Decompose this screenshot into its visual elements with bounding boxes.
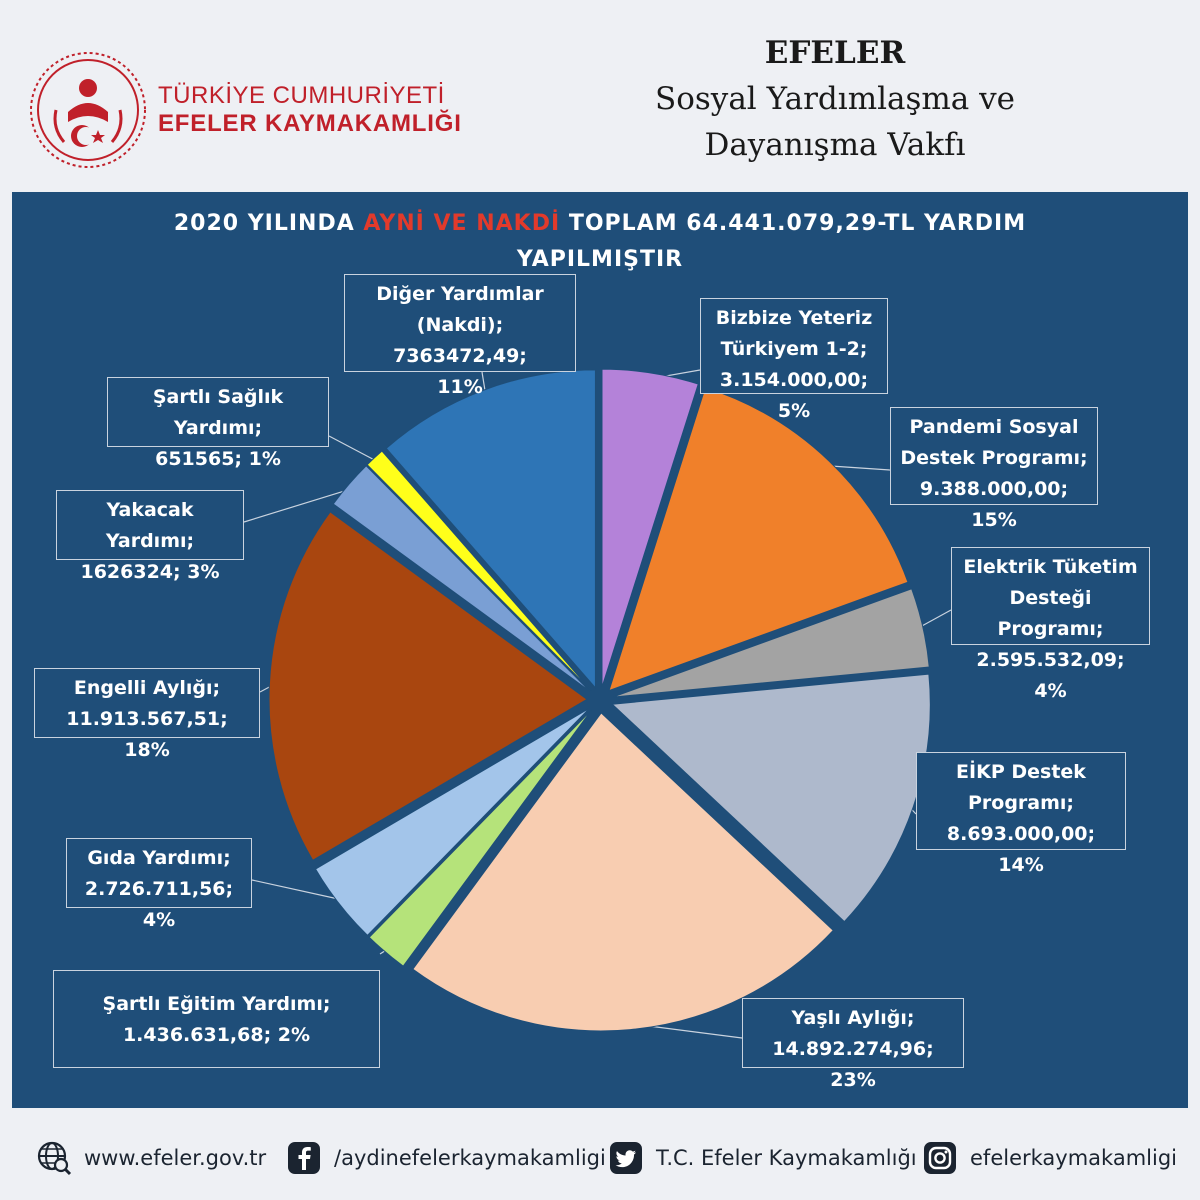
pie-slice bbox=[385, 369, 596, 690]
label-line: Desteği Programı; bbox=[997, 587, 1104, 640]
label-line: 1.436.631,68; 2% bbox=[122, 1024, 311, 1046]
pie-slice bbox=[608, 386, 909, 692]
label-line: 14.892.274,96; 23% bbox=[772, 1038, 934, 1091]
page-footer: www.efeler.gov.tr /aydinefelerkaymakamli… bbox=[0, 1118, 1200, 1200]
label-line: Türkiyem 1-2; bbox=[720, 338, 868, 360]
label-line: Yaşlı Aylığı; bbox=[791, 1007, 915, 1029]
pie-slice bbox=[412, 712, 834, 1032]
leader-line bbox=[251, 879, 345, 901]
footer-twitter[interactable]: T.C. Efeler Kaymakamlığı bbox=[608, 1140, 917, 1176]
pie-slice bbox=[366, 450, 592, 691]
globe-search-icon bbox=[36, 1140, 72, 1176]
slice-label-diger: Diğer Yardımlar (Nakdi); 7363472,49; 11% bbox=[344, 274, 576, 398]
title-highlight: AYNİ VE NAKDİ bbox=[363, 211, 561, 236]
gov-line-1: TÜRKİYE CUMHURİYETİ bbox=[158, 82, 445, 109]
website-text: www.efeler.gov.tr bbox=[84, 1146, 267, 1170]
chart-panel: 2020 YILINDA AYNİ VE NAKDİ TOPLAM 64.441… bbox=[12, 192, 1188, 1108]
foundation-line-3: Dayanışma Vakfı bbox=[704, 127, 966, 163]
label-line: EİKP Destek bbox=[956, 761, 1086, 783]
label-line: 11.913.567,51; 18% bbox=[66, 708, 228, 761]
label-line: (Nakdi); 7363472,49; bbox=[393, 314, 527, 367]
chart-title-line-2: YAPILMIŞTIR bbox=[516, 247, 684, 272]
label-line: Şartlı Sağlık Yardımı; bbox=[152, 386, 284, 439]
twitter-icon bbox=[608, 1140, 644, 1176]
pie-chart bbox=[243, 368, 952, 1039]
government-name: TÜRKİYE CUMHURİYETİ EFELER KAYMAKAMLIĞI bbox=[158, 82, 462, 137]
slice-label-yakacak: Yakacak Yardımı; 1626324; 3% bbox=[56, 490, 244, 583]
label-line: Engelli Aylığı; bbox=[73, 677, 221, 699]
footer-facebook[interactable]: /aydinefelerkaymakamligi bbox=[286, 1140, 606, 1176]
footer-instagram[interactable]: efelerkaymakamligi bbox=[922, 1140, 1177, 1176]
state-emblem-icon bbox=[30, 52, 146, 168]
label-line: Destek Programı; bbox=[900, 447, 1088, 469]
label-line: 3.154.000,00; 5% bbox=[719, 369, 869, 422]
chart-title: 2020 YILINDA AYNİ VE NAKDİ TOPLAM 64.441… bbox=[12, 206, 1188, 278]
pie-slice bbox=[601, 368, 699, 688]
label-line: 1626324; 3% bbox=[80, 561, 220, 583]
label-line: 651565; 1% bbox=[155, 448, 281, 470]
facebook-icon bbox=[286, 1140, 322, 1176]
label-line: 9.388.000,00; 15% bbox=[919, 478, 1069, 531]
label-line: Bizbize Yeteriz bbox=[715, 307, 873, 329]
pie-slice bbox=[611, 673, 931, 923]
slice-label-engelli: Engelli Aylığı; 11.913.567,51; 18% bbox=[34, 668, 260, 761]
twitter-text: T.C. Efeler Kaymakamlığı bbox=[656, 1146, 917, 1170]
slice-label-elektrik: Elektrik Tüketim Desteği Programı; 2.595… bbox=[951, 547, 1150, 702]
pie-slice bbox=[332, 465, 591, 692]
label-line: Pandemi Sosyal bbox=[909, 416, 1079, 438]
pie-slice bbox=[314, 707, 591, 937]
slice-label-yasli: Yaşlı Aylığı; 14.892.274,96; 23% bbox=[742, 998, 964, 1091]
facebook-text: /aydinefelerkaymakamligi bbox=[334, 1146, 606, 1170]
footer-website[interactable]: www.efeler.gov.tr bbox=[36, 1140, 266, 1176]
pie-slice bbox=[368, 709, 592, 967]
label-line: Programı; bbox=[967, 792, 1075, 814]
instagram-icon bbox=[922, 1140, 958, 1176]
label-line: 8.693.000,00; 14% bbox=[946, 823, 1096, 876]
leader-line bbox=[825, 464, 891, 471]
label-line: Elektrik Tüketim bbox=[963, 556, 1138, 578]
instagram-text: efelerkaymakamligi bbox=[970, 1146, 1177, 1170]
page-header: TÜRKİYE CUMHURİYETİ EFELER KAYMAKAMLIĞI … bbox=[0, 0, 1200, 190]
label-line: Gıda Yardımı; bbox=[87, 847, 231, 869]
label-line: 2.595.532,09; 4% bbox=[976, 649, 1125, 702]
label-line: 11% bbox=[437, 376, 483, 398]
foundation-line-1: EFELER bbox=[764, 35, 906, 71]
chart-title-line-1: 2020 YILINDA AYNİ VE NAKDİ TOPLAM 64.441… bbox=[12, 206, 1188, 242]
label-line: Şartlı Eğitim Yardımı; bbox=[102, 993, 331, 1015]
pie-slice bbox=[268, 511, 588, 862]
title-part-2: TOPLAM 64.441.079,29-TL YARDIM bbox=[560, 211, 1027, 236]
slice-label-pandemi: Pandemi Sosyal Destek Programı; 9.388.00… bbox=[890, 407, 1098, 531]
label-line: 2.726.711,56; 4% bbox=[84, 878, 234, 931]
label-line: Yakacak Yardımı; bbox=[105, 499, 195, 552]
slice-label-sartli-egitim: Şartlı Eğitim Yardımı; 1.436.631,68; 2% bbox=[53, 970, 380, 1068]
label-line: Diğer Yardımlar bbox=[376, 283, 544, 305]
leader-line bbox=[243, 487, 354, 523]
slice-label-eikp: EİKP Destek Programı; 8.693.000,00; 14% bbox=[916, 752, 1126, 876]
foundation-name: EFELER Sosyal Yardımlaşma ve Dayanışma V… bbox=[610, 30, 1060, 168]
slice-label-sartli-saglik: Şartlı Sağlık Yardımı; 651565; 1% bbox=[107, 377, 329, 470]
leader-line bbox=[328, 435, 379, 463]
foundation-line-2: Sosyal Yardımlaşma ve bbox=[655, 81, 1015, 117]
slice-label-bizbize: Bizbize Yeteriz Türkiyem 1-2; 3.154.000,… bbox=[700, 298, 888, 422]
gov-line-2: EFELER KAYMAKAMLIĞI bbox=[158, 109, 462, 137]
title-part-1: 2020 YILINDA bbox=[173, 211, 364, 236]
pie-slice bbox=[612, 588, 930, 698]
slice-label-gida: Gıda Yardımı; 2.726.711,56; 4% bbox=[66, 838, 252, 931]
